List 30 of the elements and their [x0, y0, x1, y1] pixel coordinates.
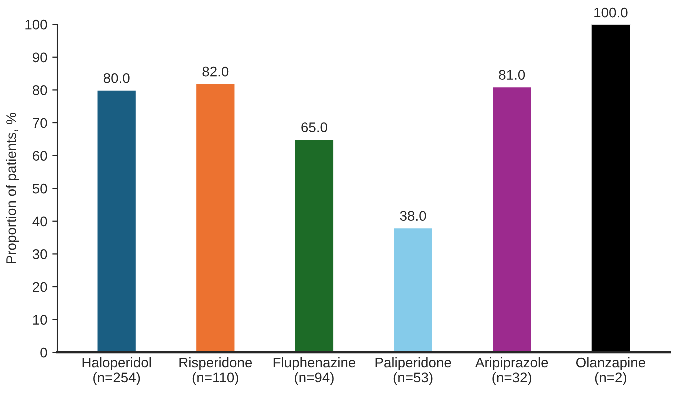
- x-tick-label: Fluphenazine (n=94): [274, 357, 356, 386]
- x-tick-label: Aripiprazole (n=32): [475, 357, 548, 386]
- y-tick-label: 20: [33, 282, 48, 292]
- data-label: 80.0: [104, 73, 130, 84]
- y-tick-label: 70: [33, 118, 48, 128]
- x-tick-label: Haloperidol (n=254): [82, 357, 152, 386]
- y-tick-label: 0: [40, 348, 48, 358]
- y-tick-label: 50: [32, 184, 48, 194]
- bar: [590, 24, 632, 353]
- bar: [195, 82, 236, 353]
- x-tick-label: Risperidone (n=110): [180, 357, 252, 386]
- data-label: 82.0: [202, 66, 229, 77]
- y-tick-label: 100: [26, 20, 48, 30]
- y-axis-title: Proportion of patients, %: [6, 113, 20, 264]
- y-tick-label: 80: [32, 86, 48, 96]
- y-tick-label: 10: [33, 315, 48, 325]
- y-tick-label: 40: [32, 216, 48, 227]
- bar: [294, 138, 335, 353]
- data-label: 81.0: [499, 70, 526, 80]
- x-tick-label: Olanzapine (n=2): [576, 357, 646, 386]
- x-tick-label: Paliperidone (n=53): [376, 357, 452, 386]
- bar: [96, 90, 138, 353]
- data-label: 100.0: [594, 8, 628, 18]
- data-label: 38.0: [400, 211, 426, 222]
- y-tick-label: 90: [33, 52, 48, 63]
- y-tick-label: 60: [33, 151, 48, 161]
- y-tick-label: 30: [32, 250, 48, 260]
- data-label: 65.0: [302, 122, 328, 132]
- bar: [492, 86, 533, 353]
- bar: [392, 227, 434, 353]
